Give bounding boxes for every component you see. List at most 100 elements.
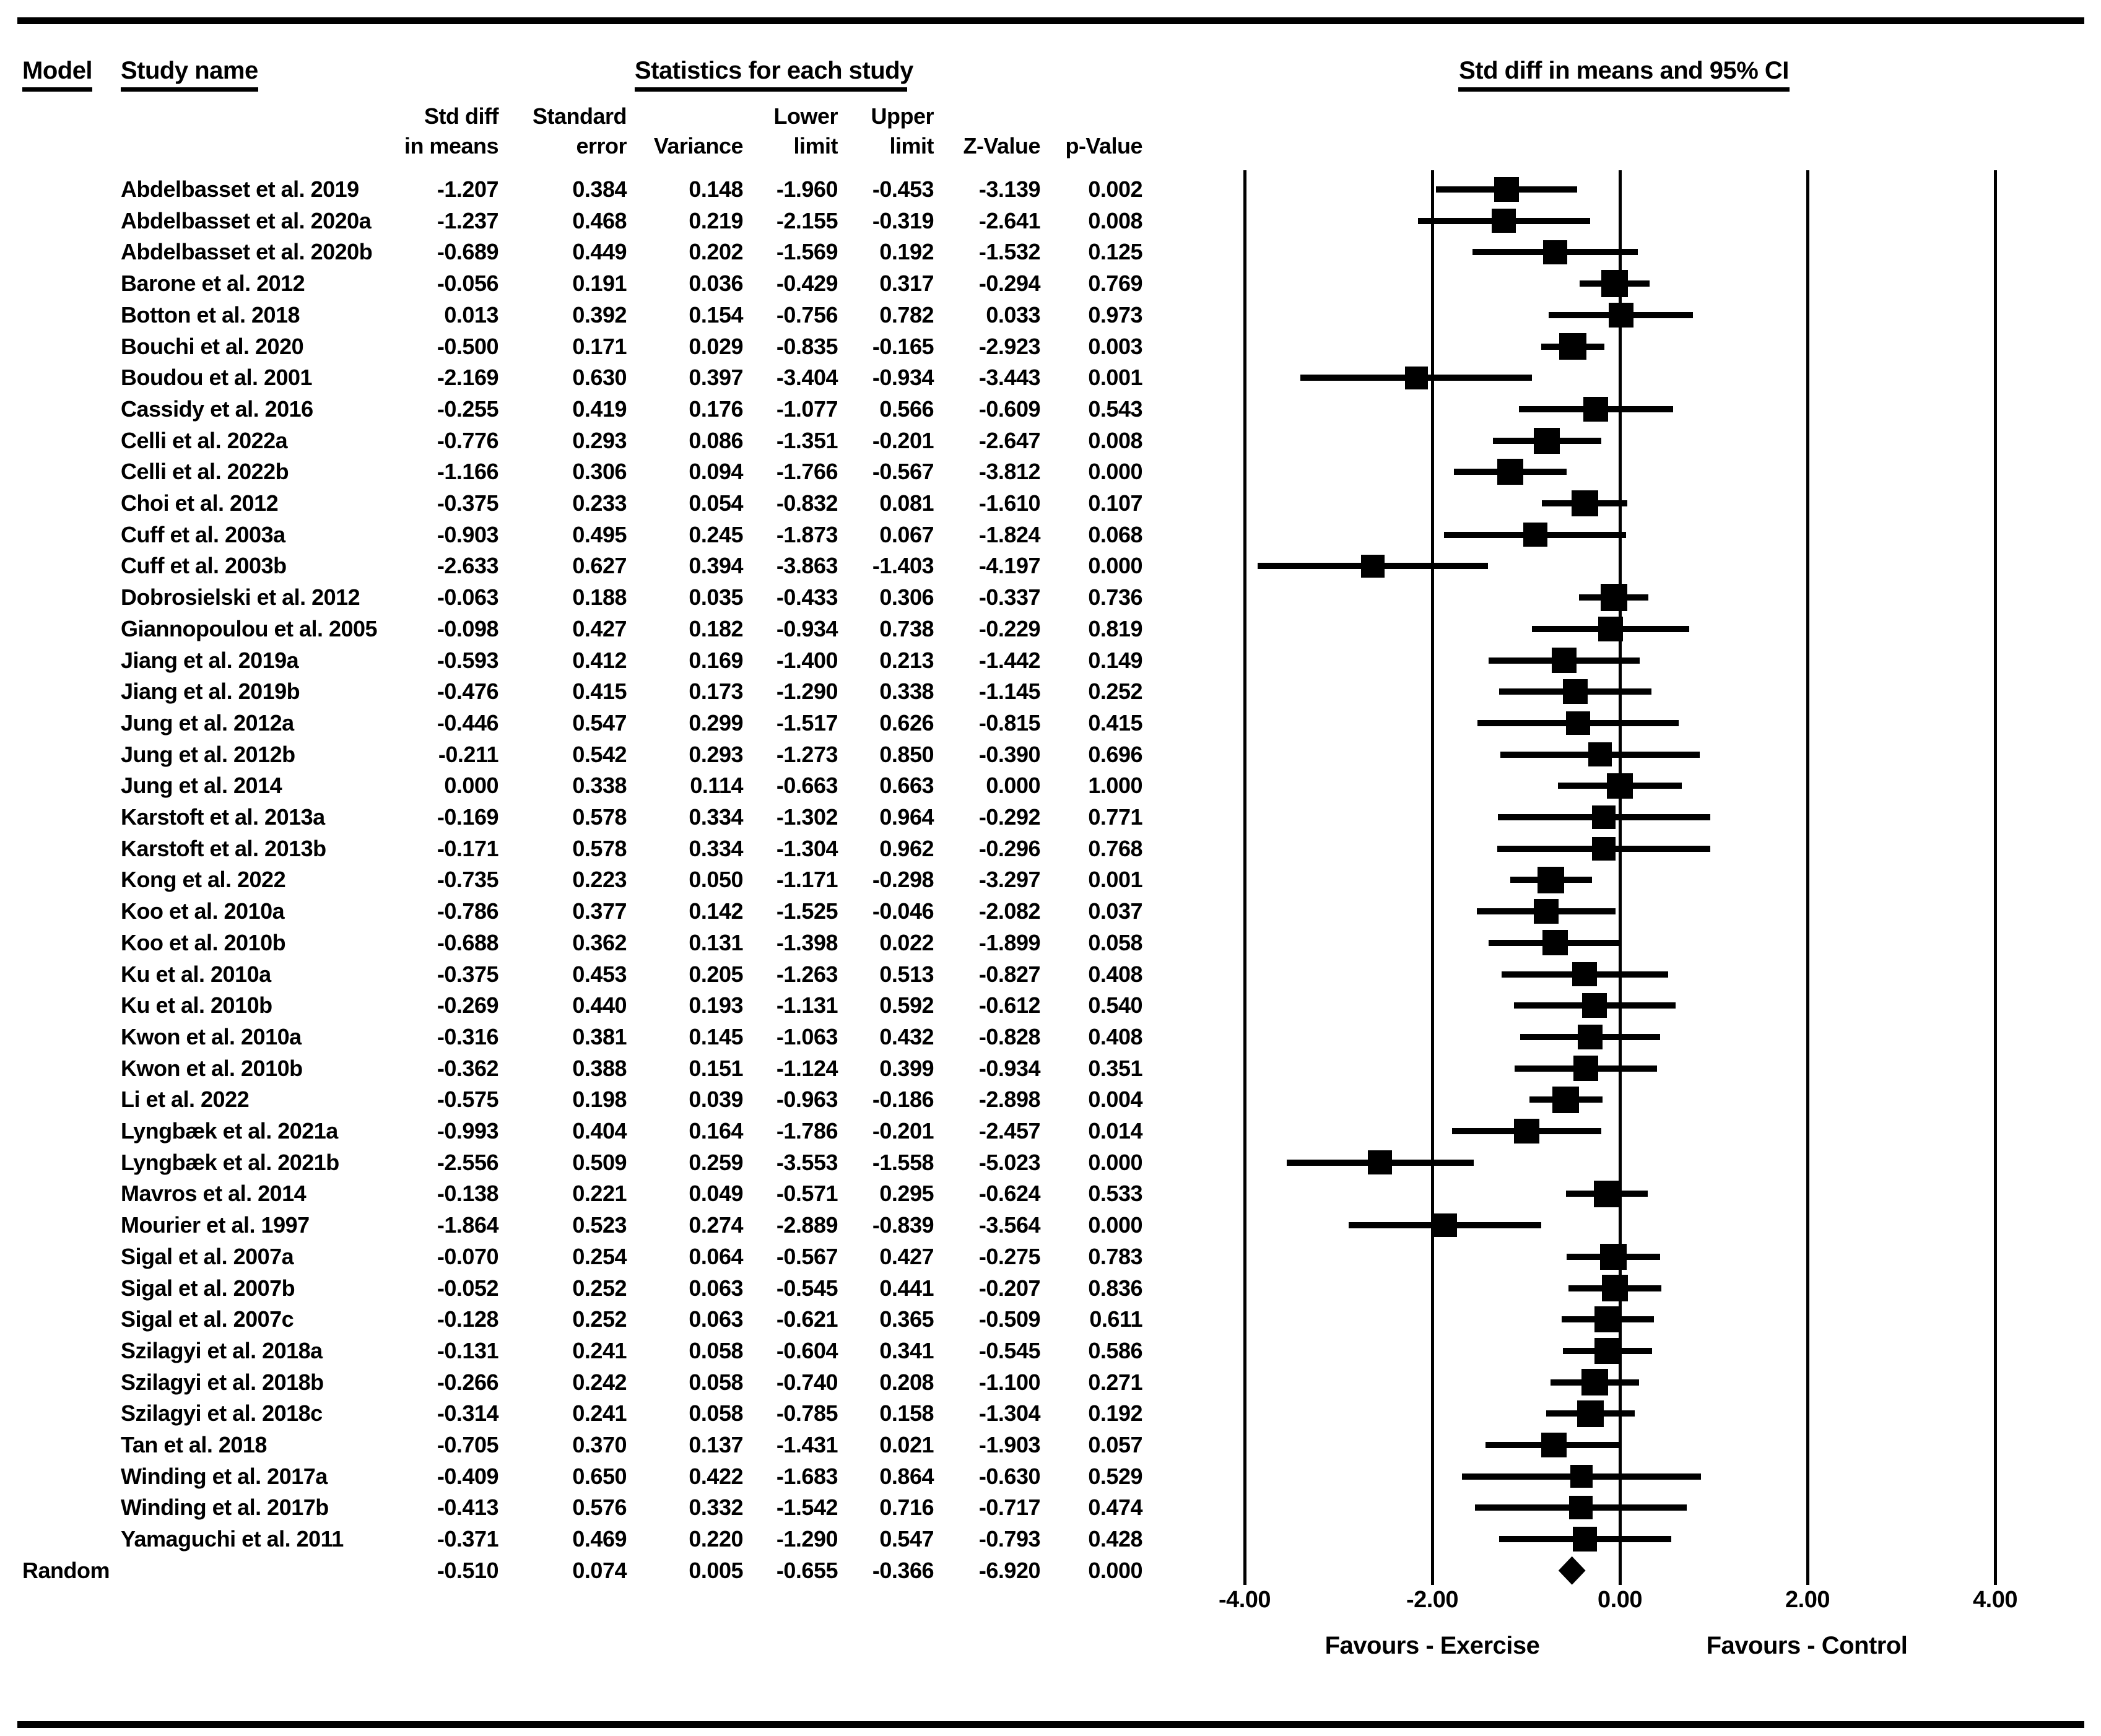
variance-cell: 0.274 <box>689 1212 743 1238</box>
p-cell: 0.529 <box>1088 1463 1142 1489</box>
effect-square <box>1588 742 1612 766</box>
lower-cell: -1.400 <box>776 647 838 673</box>
effect-square <box>1552 648 1577 673</box>
effect-square <box>1583 396 1609 422</box>
z-cell: -0.815 <box>978 710 1041 736</box>
variance-cell: 0.131 <box>689 929 743 955</box>
std-diff-cell: -0.786 <box>437 898 499 924</box>
effect-square <box>1593 1180 1620 1207</box>
favours-exercise-label: Favours - Exercise <box>1325 1632 1540 1659</box>
colhead-limit-lower: limit <box>793 133 838 158</box>
effect-square <box>1361 554 1385 578</box>
se-cell: 0.509 <box>572 1149 627 1175</box>
std-diff-cell: -0.689 <box>437 239 499 265</box>
study-name-cell: Jiang et al. 2019b <box>121 679 300 705</box>
upper-cell: 0.864 <box>879 1463 934 1489</box>
std-diff-cell: -0.269 <box>437 992 499 1018</box>
upper-cell: -0.453 <box>872 176 934 202</box>
variance-cell: 0.397 <box>689 365 743 391</box>
upper-cell: 0.022 <box>879 929 934 955</box>
se-cell: 0.578 <box>572 804 627 830</box>
effect-square <box>1571 490 1598 517</box>
p-cell: 0.474 <box>1088 1495 1142 1521</box>
study-name-cell: Tan et al. 2018 <box>121 1432 267 1457</box>
std-diff-cell: -0.314 <box>437 1400 499 1426</box>
variance-cell: 0.063 <box>689 1275 743 1301</box>
colhead-in-means: in means <box>404 133 499 158</box>
std-diff-cell: -0.138 <box>437 1181 499 1207</box>
z-cell: -3.297 <box>978 867 1041 893</box>
z-cell: -0.275 <box>978 1243 1041 1269</box>
z-cell: -0.337 <box>978 584 1041 610</box>
upper-cell: 0.341 <box>879 1337 934 1363</box>
variance-cell: 0.137 <box>689 1432 743 1457</box>
variance-cell: 0.202 <box>689 239 743 265</box>
variance-cell: 0.064 <box>689 1243 743 1269</box>
se-cell: 0.404 <box>572 1118 627 1144</box>
z-cell: -1.532 <box>978 239 1041 265</box>
p-cell: 0.736 <box>1088 584 1142 610</box>
se-cell: 0.392 <box>572 302 627 328</box>
z-cell: -0.630 <box>978 1463 1041 1489</box>
p-cell: 0.769 <box>1088 271 1142 297</box>
variance-cell: 0.029 <box>689 333 743 359</box>
p-cell: 0.783 <box>1088 1243 1142 1269</box>
std-diff-cell: -0.776 <box>437 427 499 453</box>
variance-cell: 0.299 <box>689 710 743 736</box>
upper-cell: 0.513 <box>879 961 934 987</box>
std-diff-cell: 0.013 <box>444 302 498 328</box>
variance-cell: 0.142 <box>689 898 743 924</box>
std-diff-cell: -0.362 <box>437 1055 499 1081</box>
std-diff-cell: -1.166 <box>437 459 499 485</box>
upper-cell: 0.850 <box>879 741 934 767</box>
upper-cell: -0.366 <box>872 1557 934 1583</box>
std-diff-cell: -0.131 <box>437 1337 499 1363</box>
std-diff-cell: -0.476 <box>437 679 499 705</box>
study-name-cell: Cuff et al. 2003b <box>121 553 287 579</box>
study-name-cell: Szilagyi et al. 2018a <box>121 1337 323 1363</box>
upper-cell: 0.964 <box>879 804 934 830</box>
lower-cell: -1.517 <box>776 710 838 736</box>
lower-cell: -1.766 <box>776 459 838 485</box>
variance-cell: 0.259 <box>689 1149 743 1175</box>
variance-cell: 0.205 <box>689 961 743 987</box>
std-diff-cell: -0.375 <box>437 961 499 987</box>
lower-cell: -0.663 <box>776 773 838 799</box>
study-name-cell: Sigal et al. 2007b <box>121 1275 295 1301</box>
lower-cell: -1.290 <box>776 679 838 705</box>
p-cell: 0.149 <box>1088 647 1142 673</box>
z-cell: -1.903 <box>978 1432 1041 1457</box>
std-diff-cell: -1.207 <box>437 176 499 202</box>
p-cell: 0.351 <box>1088 1055 1142 1081</box>
variance-cell: 0.182 <box>689 615 743 641</box>
study-name-cell: Ku et al. 2010b <box>121 992 272 1018</box>
se-cell: 0.495 <box>572 521 627 547</box>
upper-cell: 0.081 <box>879 490 934 516</box>
study-name-cell: Jung et al. 2014 <box>121 773 282 799</box>
study-name-cell: Kwon et al. 2010b <box>121 1055 303 1081</box>
lower-cell: -3.553 <box>776 1149 838 1175</box>
variance-cell: 0.164 <box>689 1118 743 1144</box>
variance-cell: 0.154 <box>689 302 743 328</box>
upper-cell: 0.626 <box>879 710 934 736</box>
study-name-cell: Choi et al. 2012 <box>121 490 279 516</box>
variance-cell: 0.151 <box>689 1055 743 1081</box>
se-cell: 0.252 <box>572 1275 627 1301</box>
effect-square <box>1592 836 1616 861</box>
lower-cell: -0.433 <box>776 584 838 610</box>
se-cell: 0.384 <box>572 176 627 202</box>
z-cell: -1.145 <box>978 679 1041 705</box>
z-cell: 0.000 <box>986 773 1040 799</box>
effect-square <box>1577 1024 1603 1050</box>
effect-square <box>1569 1496 1593 1520</box>
z-cell: -2.641 <box>978 207 1041 233</box>
study-name-column-title: Study name <box>121 57 258 92</box>
se-cell: 0.191 <box>572 271 627 297</box>
variance-cell: 0.086 <box>689 427 743 453</box>
statistics-section-title: Statistics for each study <box>635 57 913 92</box>
lower-cell: -0.785 <box>776 1400 838 1426</box>
variance-cell: 0.332 <box>689 1495 743 1521</box>
axis-gridline--4 <box>1243 170 1246 1585</box>
effect-square <box>1581 1369 1608 1395</box>
